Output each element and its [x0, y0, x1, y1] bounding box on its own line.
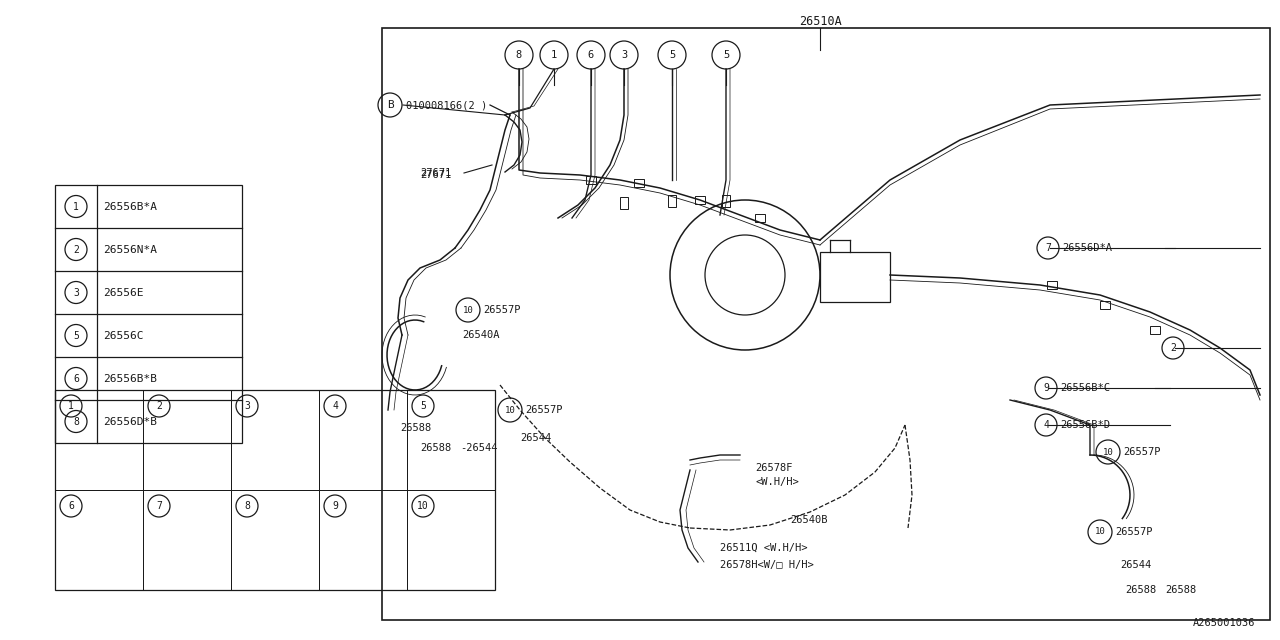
Text: 26556D*B: 26556D*B: [102, 417, 157, 426]
Bar: [695, 196, 705, 204]
Text: 10: 10: [462, 305, 474, 314]
Text: 4: 4: [1043, 420, 1048, 430]
Text: 26588: 26588: [1125, 585, 1156, 595]
Text: 7: 7: [156, 501, 163, 511]
Text: 10: 10: [1102, 447, 1114, 456]
Text: 26557P: 26557P: [1115, 527, 1152, 537]
Text: 26556E: 26556E: [102, 287, 143, 298]
Text: 26556B*C: 26556B*C: [1060, 383, 1110, 393]
Text: 26556B*A: 26556B*A: [102, 202, 157, 211]
Text: 8: 8: [244, 501, 250, 511]
Bar: [755, 214, 765, 222]
Text: 26544: 26544: [1120, 560, 1151, 570]
Text: 3: 3: [621, 50, 627, 60]
Text: 10: 10: [504, 406, 516, 415]
Text: 26557P: 26557P: [483, 305, 521, 315]
Bar: [620, 197, 628, 209]
Text: 3: 3: [244, 401, 250, 411]
Text: B: B: [387, 100, 393, 110]
Text: 5: 5: [420, 401, 426, 411]
Text: 26511Q <W.H/H>: 26511Q <W.H/H>: [719, 543, 808, 553]
Bar: [820, 252, 890, 302]
Text: 3: 3: [73, 287, 79, 298]
Text: 5: 5: [669, 50, 675, 60]
Text: 26588: 26588: [399, 423, 431, 433]
Text: 26556B*D: 26556B*D: [1060, 420, 1110, 430]
Bar: [55, 390, 495, 590]
Text: 26557P: 26557P: [525, 405, 562, 415]
Text: 5: 5: [723, 50, 730, 60]
Text: <W.H/H>: <W.H/H>: [755, 477, 799, 487]
Text: 26578H<W/□ H/H>: 26578H<W/□ H/H>: [719, 560, 814, 570]
Bar: [634, 179, 644, 187]
Text: 26556B*B: 26556B*B: [102, 374, 157, 383]
Bar: [1100, 301, 1110, 309]
Bar: [55, 185, 242, 443]
Text: 2: 2: [73, 244, 79, 255]
Bar: [1149, 326, 1160, 334]
Text: 26556C: 26556C: [102, 330, 143, 340]
Text: 26556N*A: 26556N*A: [102, 244, 157, 255]
Text: 8: 8: [73, 417, 79, 426]
Text: 26578F: 26578F: [755, 463, 792, 473]
Text: 6: 6: [588, 50, 594, 60]
Text: -26544: -26544: [460, 443, 498, 453]
Text: 26556D*A: 26556D*A: [1062, 243, 1112, 253]
Bar: [586, 176, 596, 184]
Text: 9: 9: [1043, 383, 1048, 393]
Text: 1: 1: [73, 202, 79, 211]
Text: 6: 6: [73, 374, 79, 383]
Text: 26588: 26588: [420, 443, 452, 453]
Text: 27671: 27671: [420, 168, 452, 178]
Text: 1: 1: [550, 50, 557, 60]
Text: 8: 8: [516, 50, 522, 60]
Text: 26557P: 26557P: [1123, 447, 1161, 457]
Text: 1: 1: [68, 401, 74, 411]
Text: 26588: 26588: [1165, 585, 1197, 595]
Text: 27671: 27671: [420, 170, 452, 180]
Text: 6: 6: [68, 501, 74, 511]
Text: 10: 10: [417, 501, 429, 511]
Text: 9: 9: [332, 501, 338, 511]
Text: 26540B: 26540B: [790, 515, 827, 525]
Text: 26540A: 26540A: [462, 330, 499, 340]
Text: 26544: 26544: [520, 433, 552, 443]
Text: 26510A: 26510A: [799, 15, 841, 28]
Text: 2: 2: [1170, 343, 1176, 353]
Text: 2: 2: [156, 401, 163, 411]
Text: 7: 7: [1044, 243, 1051, 253]
Text: A265001036: A265001036: [1193, 618, 1254, 628]
Bar: [722, 195, 730, 207]
Text: 5: 5: [73, 330, 79, 340]
Text: 010008166(2 ): 010008166(2 ): [406, 100, 488, 110]
Text: 4: 4: [332, 401, 338, 411]
Bar: [668, 195, 676, 207]
Bar: [381, 28, 1270, 620]
Bar: [1047, 281, 1057, 289]
Text: 10: 10: [1094, 527, 1106, 536]
